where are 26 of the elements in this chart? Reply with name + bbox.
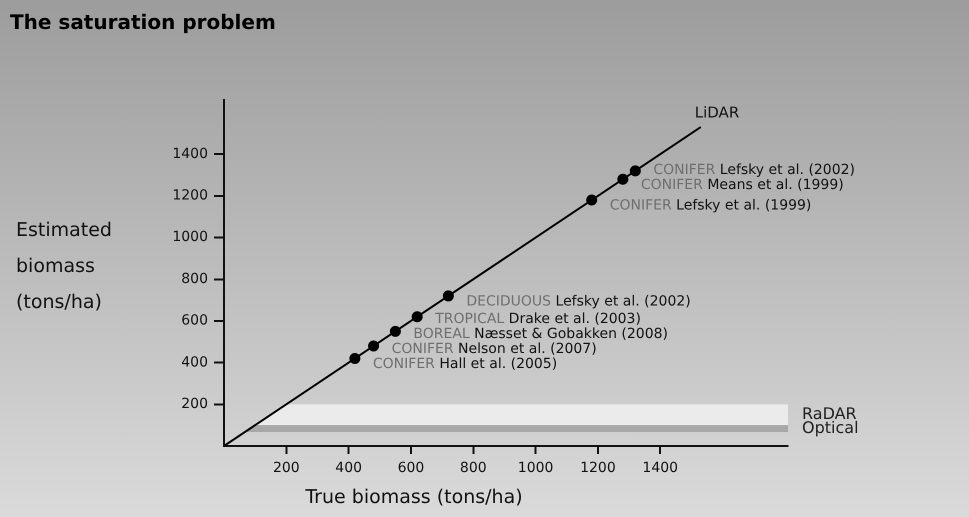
x-tick-label: 1000 (518, 460, 554, 476)
annotation: CONIFER Means et al. (1999) (640, 176, 844, 193)
annotation: TROPICAL Drake et al. (2003) (434, 311, 641, 328)
series-label: LiDAR (694, 103, 740, 122)
y-tick-label: 800 (181, 270, 208, 287)
y-tick-label: 1200 (172, 188, 208, 204)
x-tick-label: 200 (272, 460, 300, 476)
x-tick-label: 1400 (642, 460, 678, 476)
y-tick-label: 600 (181, 312, 208, 329)
x-tick-label: 600 (398, 460, 424, 476)
x-tick-label: 400 (335, 460, 362, 476)
annotation: CONIFER Hall et al. (2005) (372, 356, 558, 372)
chart-title: The saturation problem (10, 10, 276, 34)
annotation: CONIFER Nelson et al. (2007) (392, 341, 597, 358)
x-tick-label: 800 (460, 460, 487, 476)
y-tick-label: 1400 (172, 146, 208, 162)
annotation: CONIFER Lefsky et al. (1999) (610, 198, 812, 214)
annotation: CONIFER Lefsky et al. (2002) (653, 162, 856, 178)
x-axis-title: True biomass (tons/ha) (304, 486, 524, 508)
annotation: BOREAL Næsset & Gobakken (2008) (413, 326, 668, 342)
y-tick-label: 400 (181, 354, 208, 370)
y-tick-label: 1000 (172, 229, 208, 246)
y-tick-label: 200 (181, 396, 208, 412)
annotation: DECIDUOUS Lefsky et al. (2002) (466, 294, 691, 310)
x-tick-label: 1200 (580, 460, 616, 476)
y-axis-title: Estimated biomass (tons/ha) (16, 218, 113, 315)
